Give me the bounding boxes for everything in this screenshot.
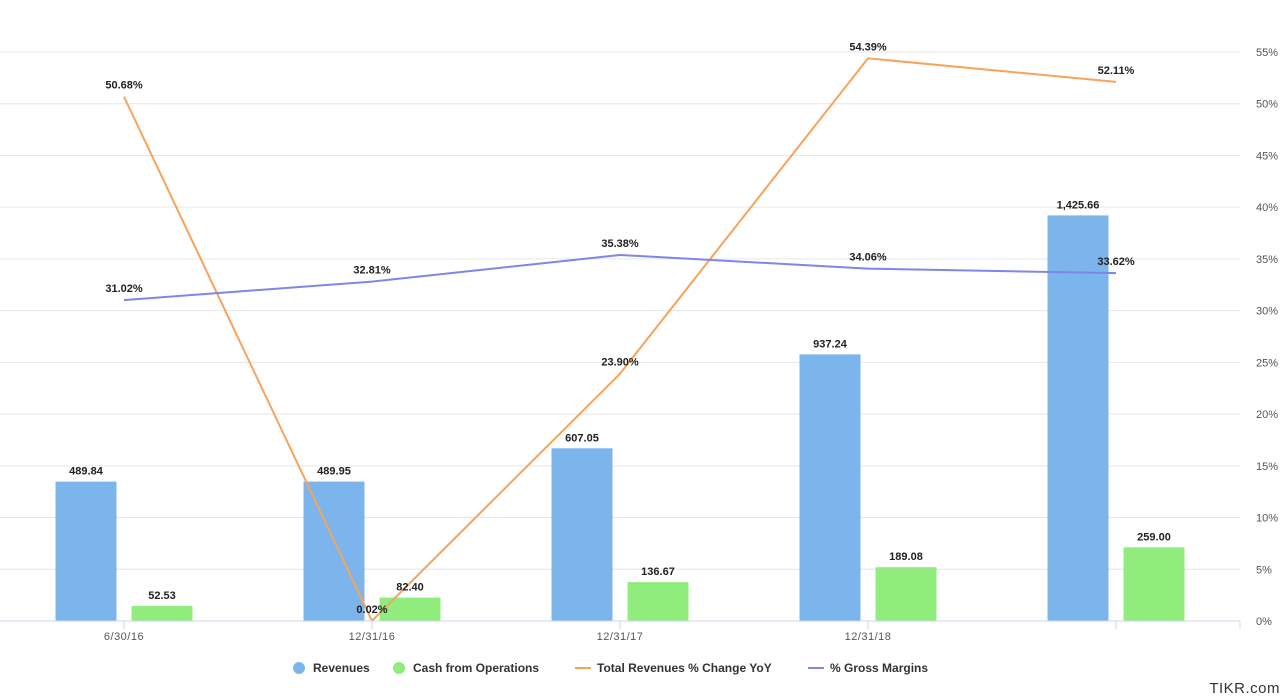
- bar-0-1: [303, 481, 365, 621]
- y-tick-label-right: 45%: [1256, 150, 1278, 162]
- bar-data-label: 82.40: [396, 582, 424, 594]
- bar-1-1: [379, 597, 441, 621]
- line-data-label: 34.06%: [849, 252, 887, 264]
- bar-data-label: 189.08: [889, 551, 923, 563]
- y-tick-label-right: 25%: [1256, 357, 1278, 369]
- data-labels: 489.84 489.95 607.05 937.24 1,425.66 52.53 82.…: [69, 41, 1171, 615]
- line-data-label: 35.38%: [601, 238, 639, 250]
- y-tick-label-right: 55%: [1256, 47, 1278, 59]
- line-series-0: [123, 57, 1117, 622]
- y-tick-label-right: 40%: [1256, 202, 1278, 214]
- legend-item[interactable]: % Gross Margins: [808, 661, 928, 675]
- bar-0-0: [55, 481, 117, 621]
- legend-item[interactable]: Cash from Operations: [393, 661, 539, 675]
- bar-data-label: 607.05: [565, 432, 599, 444]
- gridlines: [0, 51, 1240, 570]
- bar-1-0: [131, 606, 193, 621]
- y-tick-label-right: 5%: [1256, 564, 1272, 576]
- legend-label: Revenues: [313, 661, 370, 675]
- bar-data-label: 489.95: [317, 466, 351, 478]
- x-tick-label: 12/31/17: [597, 631, 644, 643]
- y-tick-label-right: 15%: [1256, 461, 1278, 473]
- legend-label: % Gross Margins: [830, 661, 928, 675]
- bar-data-label: 52.53: [148, 590, 176, 602]
- legend-item[interactable]: Revenues: [293, 661, 370, 675]
- bar-data-label: 1,425.66: [1057, 199, 1100, 211]
- bar-data-label: 489.84: [69, 466, 104, 478]
- bar-1-2: [627, 582, 689, 621]
- line-data-label: 0.02%: [356, 604, 387, 616]
- bar-1-3: [875, 567, 937, 621]
- watermark: TIKR.com: [1209, 680, 1280, 697]
- y-tick-label-right: 10%: [1256, 513, 1278, 525]
- line-series-1: [123, 253, 1117, 302]
- line-data-label: 52.11%: [1098, 65, 1135, 77]
- bar-0-3: [799, 354, 861, 621]
- bar-1-4: [1123, 547, 1185, 621]
- bar-0-4: [1047, 215, 1109, 622]
- line-data-label: 54.39%: [849, 41, 887, 53]
- bar-marks: [55, 215, 1185, 622]
- x-tick-label: 12/31/18: [845, 631, 892, 643]
- y-tick-label-right: 35%: [1256, 254, 1278, 266]
- legend-label: Cash from Operations: [413, 661, 539, 675]
- bar-data-label: 259.00: [1137, 531, 1171, 543]
- line-data-label: 23.90%: [601, 357, 639, 369]
- line-data-label: 50.68%: [105, 80, 143, 92]
- x-tick-label: 12/31/16: [349, 631, 396, 643]
- legend-marker: [293, 662, 305, 674]
- bar-0-2: [551, 448, 613, 621]
- legend-item[interactable]: Total Revenues % Change YoY: [575, 661, 772, 675]
- y-tick-label-right: 30%: [1256, 306, 1278, 318]
- line-marks: [123, 57, 1117, 622]
- line-data-label: 33.62%: [1097, 256, 1135, 268]
- axes: 0% 5% 10% 15% 20% 25% 30% 35% 40% 45% 50% 55% 6/30/1…: [0, 47, 1278, 643]
- legend-marker: [393, 662, 405, 674]
- x-tick-label: 6/30/16: [104, 631, 144, 643]
- y-tick-label-right: 20%: [1256, 409, 1278, 421]
- bar-data-label: 937.24: [813, 338, 848, 350]
- bar-data-label: 136.67: [641, 566, 675, 578]
- line-data-label: 31.02%: [105, 283, 143, 295]
- y-tick-label-right: 0%: [1256, 616, 1272, 628]
- line-data-label: 32.81%: [353, 265, 391, 277]
- legend[interactable]: Revenues Cash from Operations Total Revenu…: [293, 661, 928, 675]
- legend-label: Total Revenues % Change YoY: [597, 661, 772, 675]
- y-tick-label-right: 50%: [1256, 99, 1278, 111]
